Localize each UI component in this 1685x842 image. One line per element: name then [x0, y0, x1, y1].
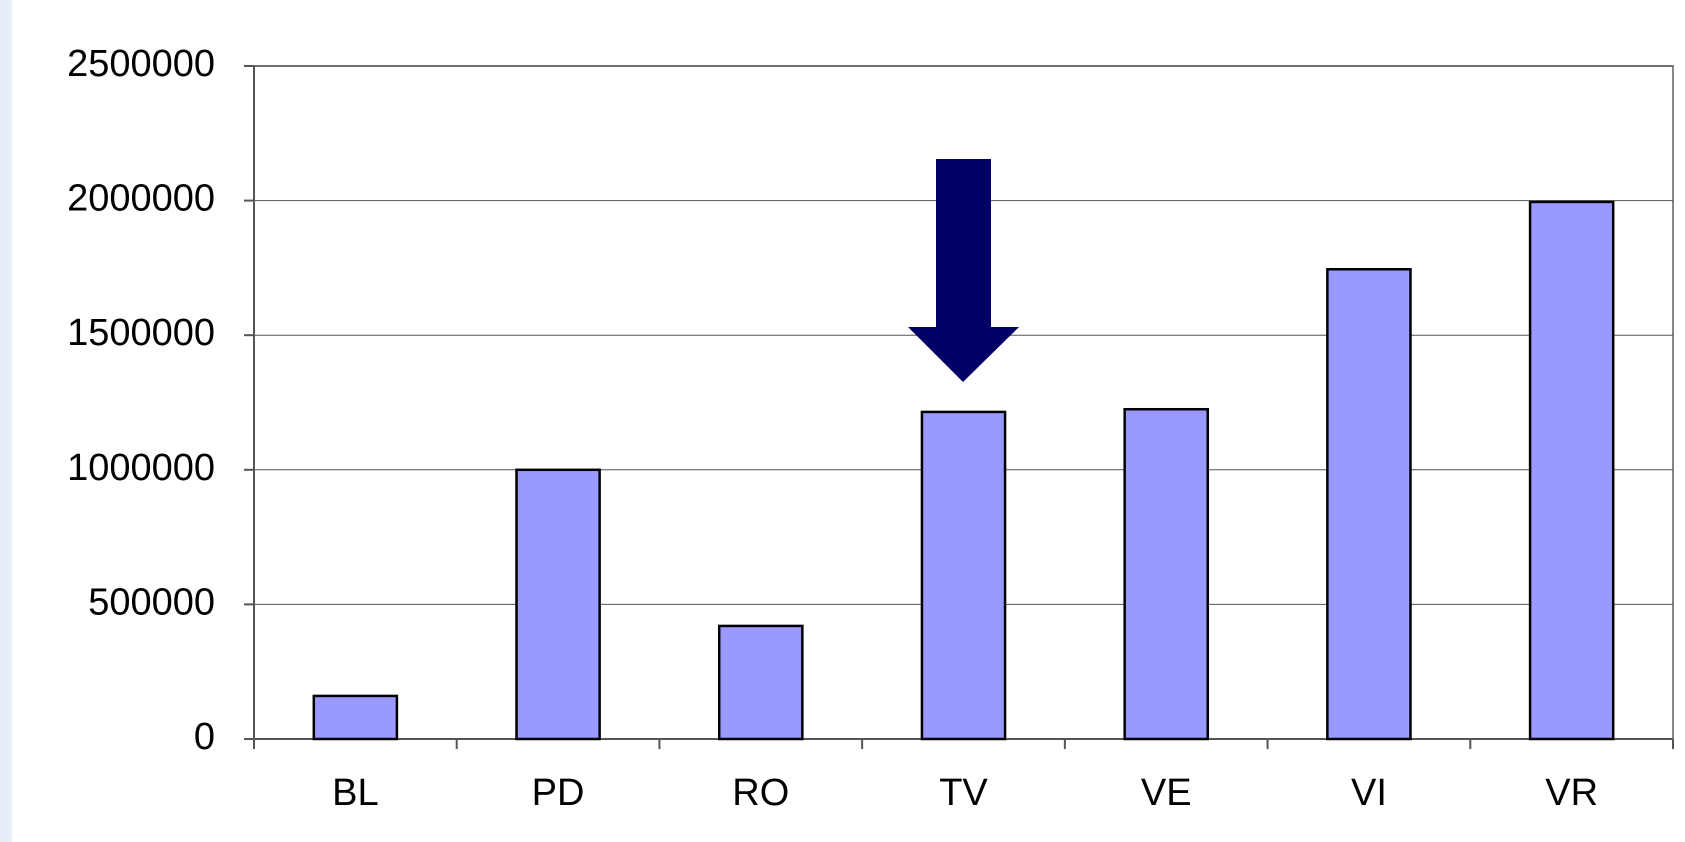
y-tick-label: 1500000 — [67, 312, 215, 354]
y-tick-label: 500000 — [88, 581, 215, 623]
bar — [312, 694, 399, 741]
x-tick-label: RO — [732, 772, 789, 814]
bar — [920, 410, 1007, 741]
bar — [717, 624, 804, 741]
y-tick-label: 1000000 — [67, 447, 215, 489]
y-tick-label: 2500000 — [67, 43, 215, 85]
slide-edge — [0, 0, 12, 842]
y-tick-label: 2000000 — [67, 178, 215, 220]
bar — [1326, 267, 1412, 741]
bar — [1123, 407, 1210, 741]
x-tick-label: VE — [1141, 772, 1192, 814]
x-tick-label: TV — [939, 772, 988, 814]
x-tick-label: VI — [1351, 772, 1387, 814]
arrow — [908, 159, 1019, 382]
bar — [515, 468, 601, 741]
bar — [1528, 200, 1615, 741]
x-tick-label: PD — [532, 772, 585, 814]
x-tick-label: VR — [1545, 772, 1598, 814]
y-tick-label: 0 — [194, 716, 215, 758]
x-tick-label: BL — [332, 772, 378, 814]
annotation-arrow — [908, 159, 1019, 382]
chart-background — [12, 8, 1685, 842]
